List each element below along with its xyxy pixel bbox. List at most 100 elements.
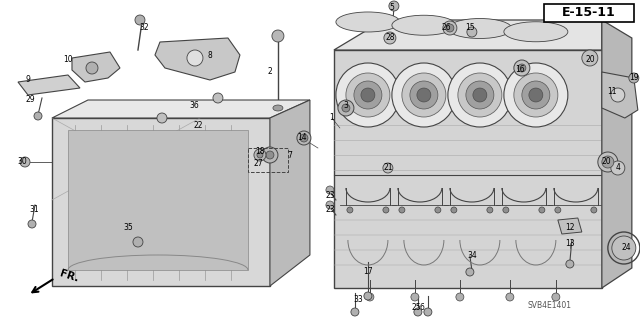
Ellipse shape <box>392 15 456 35</box>
Circle shape <box>34 112 42 120</box>
Polygon shape <box>72 52 120 82</box>
Text: FR.: FR. <box>58 268 79 284</box>
Polygon shape <box>155 38 240 80</box>
Circle shape <box>506 293 514 301</box>
Circle shape <box>402 73 446 117</box>
Text: 34: 34 <box>467 251 477 261</box>
Text: 17: 17 <box>363 268 372 277</box>
Circle shape <box>417 88 431 102</box>
Circle shape <box>157 113 167 123</box>
Ellipse shape <box>448 19 512 39</box>
Circle shape <box>598 152 618 172</box>
Circle shape <box>456 293 464 301</box>
Text: 19: 19 <box>629 73 639 83</box>
Ellipse shape <box>504 22 568 42</box>
Circle shape <box>20 157 30 167</box>
Text: 20: 20 <box>601 158 611 167</box>
Bar <box>68 130 248 270</box>
Circle shape <box>611 161 625 175</box>
Circle shape <box>591 207 597 213</box>
Text: 7: 7 <box>287 151 292 160</box>
Text: 27: 27 <box>253 160 263 168</box>
Circle shape <box>529 88 543 102</box>
Circle shape <box>451 207 457 213</box>
Bar <box>334 50 602 288</box>
Text: 20: 20 <box>585 56 595 64</box>
Circle shape <box>473 88 487 102</box>
Polygon shape <box>52 100 310 118</box>
Circle shape <box>262 147 278 163</box>
Circle shape <box>612 236 636 260</box>
Polygon shape <box>270 100 310 286</box>
Text: 12: 12 <box>565 224 575 233</box>
Polygon shape <box>558 218 582 234</box>
Circle shape <box>467 27 477 37</box>
Circle shape <box>326 186 334 194</box>
Circle shape <box>443 21 457 35</box>
Text: 22: 22 <box>193 121 203 130</box>
Text: 32: 32 <box>139 24 148 33</box>
Text: 16: 16 <box>515 65 525 75</box>
Text: 24: 24 <box>621 243 630 253</box>
Text: 8: 8 <box>207 50 212 60</box>
Circle shape <box>629 73 639 83</box>
Circle shape <box>504 63 568 127</box>
Text: 23: 23 <box>325 190 335 199</box>
Circle shape <box>458 73 502 117</box>
Text: 25: 25 <box>411 303 420 313</box>
Circle shape <box>552 293 560 301</box>
Circle shape <box>503 207 509 213</box>
Circle shape <box>383 207 389 213</box>
Text: 3: 3 <box>344 100 348 109</box>
Circle shape <box>424 308 432 316</box>
Circle shape <box>448 63 512 127</box>
Circle shape <box>133 237 143 247</box>
Circle shape <box>86 62 98 74</box>
Polygon shape <box>18 75 80 95</box>
Ellipse shape <box>273 105 283 111</box>
Circle shape <box>522 81 550 109</box>
Circle shape <box>487 207 493 213</box>
Circle shape <box>254 149 266 161</box>
Text: 31: 31 <box>29 205 39 214</box>
Ellipse shape <box>336 12 400 32</box>
Text: 29: 29 <box>25 95 35 105</box>
Text: E-15-11: E-15-11 <box>562 6 616 19</box>
Circle shape <box>389 1 399 11</box>
Circle shape <box>28 220 36 228</box>
Circle shape <box>257 152 263 158</box>
Text: 10: 10 <box>63 56 73 64</box>
Polygon shape <box>334 20 602 50</box>
Text: 33: 33 <box>353 295 363 305</box>
Polygon shape <box>602 20 632 288</box>
Circle shape <box>514 60 530 76</box>
Text: 18: 18 <box>255 147 265 157</box>
Circle shape <box>366 293 374 301</box>
Text: SVB4E1401: SVB4E1401 <box>528 301 572 310</box>
Text: 35: 35 <box>123 224 133 233</box>
Text: 2: 2 <box>268 68 272 77</box>
Text: 1: 1 <box>330 114 334 122</box>
Circle shape <box>466 268 474 276</box>
Bar <box>52 118 270 286</box>
Circle shape <box>582 50 598 66</box>
Circle shape <box>351 308 359 316</box>
Circle shape <box>361 88 375 102</box>
Circle shape <box>414 308 422 316</box>
Circle shape <box>354 81 382 109</box>
Circle shape <box>187 50 203 66</box>
Bar <box>544 4 634 22</box>
Circle shape <box>336 63 400 127</box>
Circle shape <box>518 64 526 72</box>
Circle shape <box>383 163 393 173</box>
Circle shape <box>135 15 145 25</box>
Circle shape <box>300 134 308 142</box>
Circle shape <box>342 104 350 112</box>
Text: 28: 28 <box>385 33 395 42</box>
Circle shape <box>272 30 284 42</box>
Circle shape <box>446 24 454 32</box>
Text: 11: 11 <box>607 87 616 97</box>
Circle shape <box>539 207 545 213</box>
Bar <box>248 148 288 172</box>
Circle shape <box>399 207 405 213</box>
